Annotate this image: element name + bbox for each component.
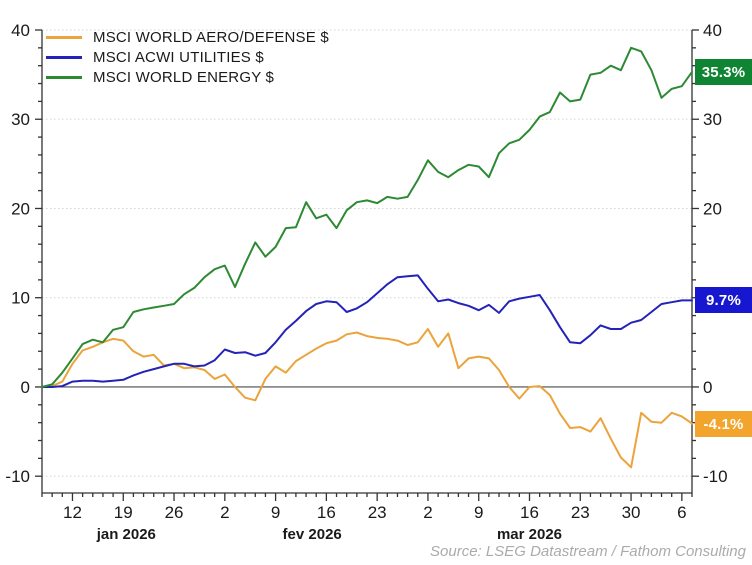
source-text: Source: LSEG Datastream / Fathom Consult… [430,543,746,560]
month-label: fev 2026 [283,526,342,543]
legend-label: MSCI WORLD ENERGY $ [93,68,275,86]
x-axis-label: 9 [474,503,483,522]
x-axis-label: 9 [271,503,280,522]
x-axis-label: 23 [368,503,387,522]
x-axis-label: 19 [114,503,133,522]
x-axis-label: 2 [220,503,229,522]
x-axis-label: 2 [423,503,432,522]
legend-label: MSCI WORLD AERO/DEFENSE $ [93,28,329,46]
y-axis-label-right: 40 [703,21,722,40]
x-axis-label: 23 [571,503,590,522]
legend-swatch [46,75,82,79]
y-axis-label-right: 0 [703,378,712,397]
x-axis-label: 16 [520,503,539,522]
x-axis-label: 6 [677,503,686,522]
y-axis-label-left: 40 [11,21,30,40]
y-axis-label-left: 20 [11,199,30,218]
legend-item: MSCI ACWI UTILITIES $ [46,48,329,66]
legend-swatch [46,55,82,59]
x-axis-label: 26 [165,503,184,522]
x-axis-label: 16 [317,503,336,522]
legend-item: MSCI WORLD AERO/DEFENSE $ [46,28,329,46]
y-axis-label-left: -10 [5,467,30,486]
end-value-badge: -4.1% [695,411,752,437]
end-value-badge: 9.7% [695,287,752,313]
gridlines [42,29,692,477]
x-axis-label: 30 [622,503,641,522]
axes [35,29,699,501]
y-axis-label-left: 30 [11,110,30,129]
month-label: mar 2026 [497,526,562,543]
line-msci-acwi-utilities- [41,274,693,388]
x-axis-label: 12 [63,503,82,522]
y-axis-label-left: 0 [21,378,30,397]
y-axis-label-right: 20 [703,199,722,218]
legend: MSCI WORLD AERO/DEFENSE $ MSCI ACWI UTILI… [46,28,329,86]
y-axis-label-right: 30 [703,110,722,129]
y-axis-label-right: -10 [703,467,728,486]
line-msci-world-energy- [41,46,693,388]
y-axis-label-left: 10 [11,289,30,308]
legend-item: MSCI WORLD ENERGY $ [46,68,329,86]
month-label: jan 2026 [96,526,156,543]
legend-label: MSCI ACWI UTILITIES $ [93,48,264,66]
end-value-badge: 35.3% [695,59,752,85]
legend-swatch [46,35,82,39]
line-msci-world-aero-defense- [41,328,693,469]
